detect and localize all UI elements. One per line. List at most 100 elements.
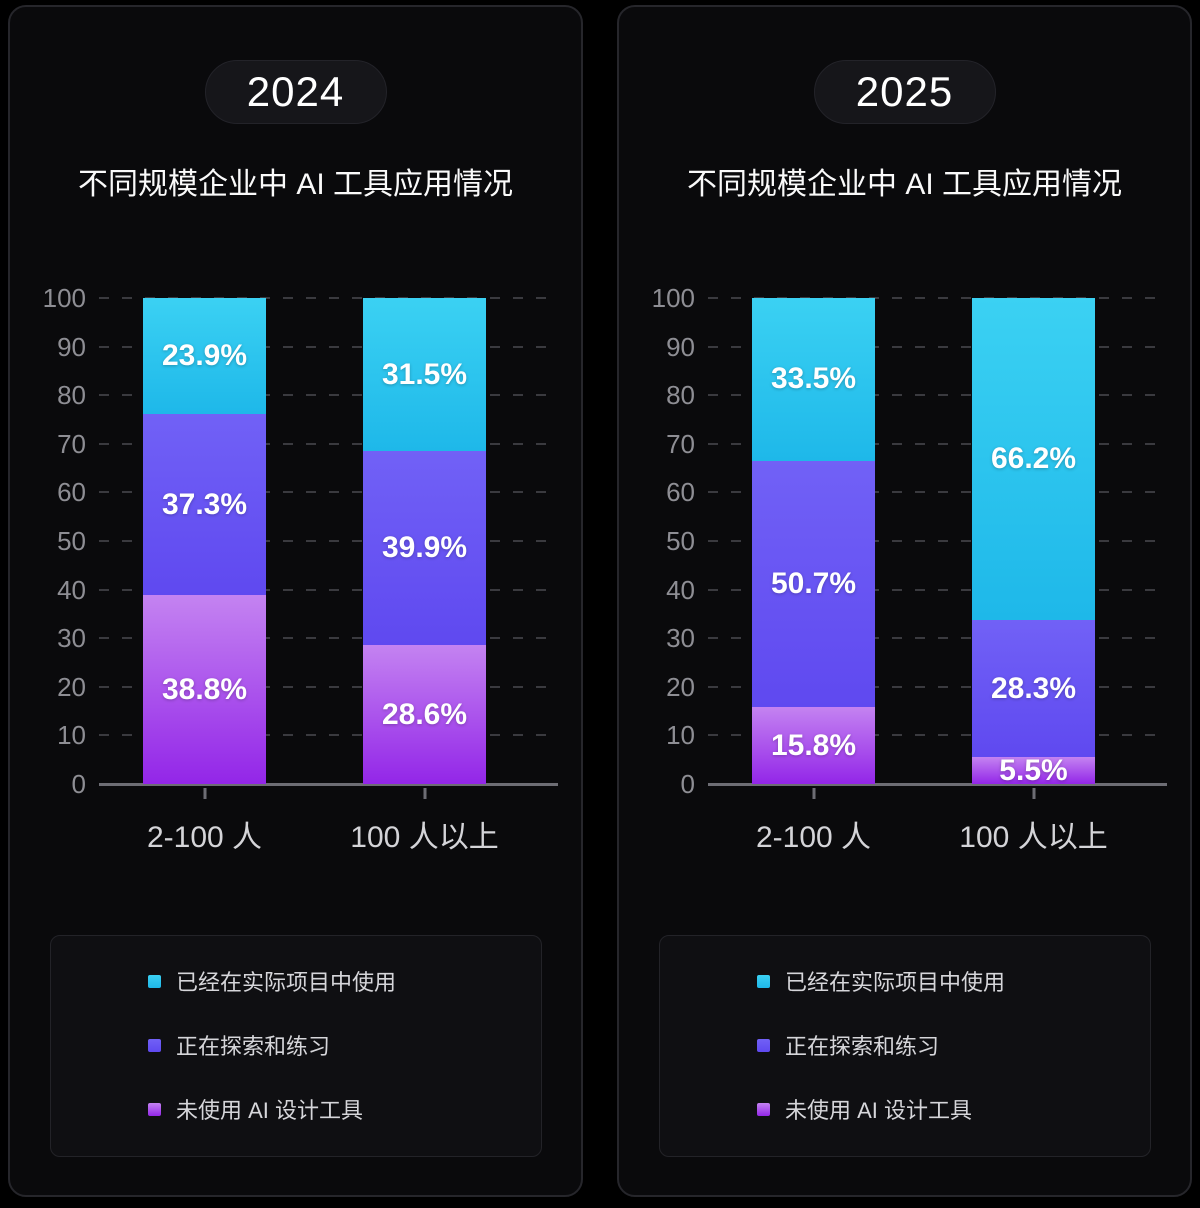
gridline <box>99 345 558 348</box>
segment-value-label: 38.8% <box>161 672 248 706</box>
gridline <box>99 442 558 445</box>
y-axis-tick-label: 80 <box>57 380 86 411</box>
segment-value-label: 31.5% <box>381 357 468 391</box>
legend-swatch-icon <box>148 1102 161 1116</box>
bar-segment: 50.7% <box>752 460 875 708</box>
gridline <box>708 297 1167 299</box>
legend-item: 已经在实际项目中使用 <box>148 970 396 995</box>
bar-segment: 38.8% <box>143 595 266 784</box>
legend-swatch-icon <box>757 974 770 988</box>
gridline <box>708 588 1167 591</box>
gridline <box>99 491 558 494</box>
bar-segment: 28.3% <box>972 619 1095 758</box>
bar-segment: 37.3% <box>143 414 266 596</box>
x-axis-tick <box>423 788 426 799</box>
legend-swatch-icon <box>757 1102 770 1116</box>
category-label: 100 人以上 <box>959 821 1108 854</box>
y-axis-tick-label: 20 <box>666 671 695 702</box>
y-axis-tick-label: 30 <box>666 623 695 654</box>
gridline <box>708 637 1167 640</box>
chart-panel: 2025 不同规模企业中 AI 工具应用情况 0 10 20 30 40 50 60 70 80… <box>617 5 1192 1197</box>
y-axis-tick-label: 50 <box>666 526 695 556</box>
segment-value-label: 15.8% <box>770 728 857 762</box>
y-axis-tick-label: 50 <box>57 526 86 556</box>
segment-value-label: 28.6% <box>381 697 468 731</box>
y-axis-tick-label: 70 <box>666 428 695 459</box>
category-label: 2-100 人 <box>146 821 263 854</box>
y-axis: 0 10 20 30 40 50 60 70 80 90 100 <box>14 284 86 798</box>
legend-item: 未使用 AI 设计工具 <box>757 1098 972 1123</box>
plot: 2-100 人 15.8% 50.7% 33.5% 100 人以上 5.5% 28.3% 66… <box>708 297 1167 854</box>
category-label: 100 人以上 <box>350 821 499 854</box>
x-axis-tick <box>203 788 206 799</box>
legend-label: 未使用 AI 设计工具 <box>785 1098 973 1123</box>
legend-item: 未使用 AI 设计工具 <box>148 1098 363 1123</box>
x-axis-tick <box>812 788 815 799</box>
y-axis-tick-label: 100 <box>651 283 695 313</box>
year-pill-label: 2024 <box>246 68 345 115</box>
y-axis-tick-label: 60 <box>57 477 86 508</box>
legend-swatch-icon <box>148 1038 161 1052</box>
y-axis-tick-label: 80 <box>666 380 695 411</box>
stacked-bar: 28.6% 39.9% 31.5% <box>363 298 486 784</box>
y-axis-tick-label: 60 <box>666 477 695 508</box>
chart-title: 不同规模企业中 AI 工具应用情况 <box>77 168 513 201</box>
legend-item: 已经在实际项目中使用 <box>757 970 1005 995</box>
legend-label: 正在探索和练习 <box>176 1034 331 1059</box>
stacked-bar: 38.8% 37.3% 23.9% <box>143 298 266 784</box>
year-pill-label: 2025 <box>855 68 954 115</box>
gridline <box>99 734 558 737</box>
segment-value-label: 66.2% <box>990 441 1077 475</box>
y-axis-tick-label: 100 <box>42 283 86 313</box>
y-axis-tick-label: 20 <box>57 671 86 702</box>
bar-segment: 33.5% <box>752 298 875 461</box>
gridline <box>708 442 1167 445</box>
chart-panel: 2024 不同规模企业中 AI 工具应用情况 0 10 20 30 40 50 60 70 80… <box>8 5 583 1197</box>
segment-value-label: 50.7% <box>770 567 857 601</box>
segment-value-label: 39.9% <box>381 531 468 565</box>
bar-segment: 31.5% <box>363 298 486 452</box>
gridline <box>99 637 558 640</box>
y-axis-tick-label: 30 <box>57 623 86 654</box>
legend-label: 已经在实际项目中使用 <box>176 970 397 995</box>
stacked-bar: 5.5% 28.3% 66.2% <box>972 298 1095 787</box>
plot: 2-100 人 38.8% 37.3% 23.9% 100 人以上 28.6% 39.9% 3… <box>99 297 558 854</box>
y-axis-tick-label: 40 <box>666 574 695 605</box>
gridline <box>99 394 558 397</box>
gridline <box>708 540 1167 542</box>
year-pill: 2025 <box>813 60 996 124</box>
bar-segment: 5.5% <box>972 754 1095 787</box>
segment-value-label: 37.3% <box>161 487 248 521</box>
gridline <box>708 685 1167 688</box>
category-label: 2-100 人 <box>755 821 872 854</box>
gridline <box>708 394 1167 397</box>
legend-item: 正在探索和练习 <box>148 1034 330 1059</box>
legend-swatch-icon <box>148 974 161 988</box>
segment-value-label: 33.5% <box>770 362 857 396</box>
y-axis-tick-label: 40 <box>57 574 86 605</box>
segment-value-label: 23.9% <box>161 339 248 373</box>
y-axis-tick-label: 10 <box>666 720 695 751</box>
gridline <box>708 734 1167 737</box>
chart-title: 不同规模企业中 AI 工具应用情况 <box>686 168 1122 201</box>
y-axis-tick-label: 10 <box>57 720 86 751</box>
legend-item: 正在探索和练习 <box>757 1034 939 1059</box>
gridline <box>99 297 558 299</box>
gridline <box>99 588 558 591</box>
legend-label: 未使用 AI 设计工具 <box>176 1098 364 1123</box>
legend-swatch-icon <box>757 1038 770 1052</box>
gridline <box>708 491 1167 494</box>
legend-label: 已经在实际项目中使用 <box>785 970 1006 995</box>
x-axis-line <box>708 783 1167 786</box>
legend: 已经在实际项目中使用 正在探索和练习未使用 AI 设计工具 <box>50 935 542 1157</box>
bar-segment: 28.6% <box>363 645 486 784</box>
y-axis-tick-label: 90 <box>666 331 695 362</box>
gridline <box>708 345 1167 348</box>
y-axis-tick-label: 70 <box>57 428 86 459</box>
x-axis-line <box>99 783 558 786</box>
legend-label: 正在探索和练习 <box>785 1034 940 1059</box>
year-pill: 2024 <box>204 60 387 124</box>
legend: 已经在实际项目中使用 正在探索和练习未使用 AI 设计工具 <box>659 935 1151 1157</box>
bar-segment: 66.2% <box>972 298 1095 620</box>
